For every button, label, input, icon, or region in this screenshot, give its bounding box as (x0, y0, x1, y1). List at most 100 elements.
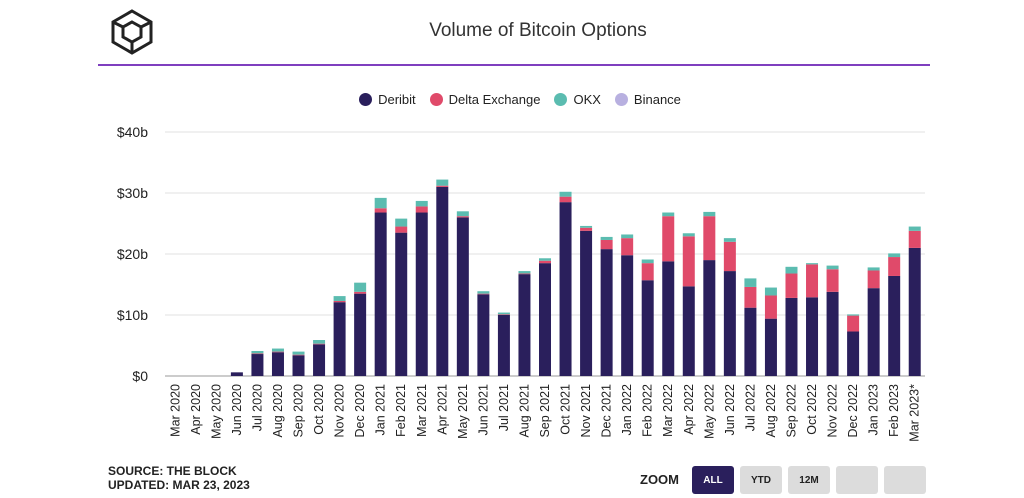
bar-deribit[interactable] (785, 297, 798, 376)
bar-delta-exchange[interactable] (436, 185, 449, 187)
bar-delta-exchange[interactable] (867, 270, 880, 289)
legend-item-binance[interactable]: Binance (614, 92, 681, 107)
bar-delta-exchange[interactable] (723, 241, 736, 272)
zoom-button-empty[interactable] (884, 466, 926, 494)
bar-okx[interactable] (641, 259, 654, 264)
bar-okx[interactable] (867, 267, 880, 271)
bar-deribit[interactable] (641, 280, 654, 376)
bar-deribit[interactable] (456, 217, 469, 376)
bar-okx[interactable] (271, 348, 284, 352)
bar-okx[interactable] (354, 282, 367, 292)
bar-okx[interactable] (600, 236, 613, 240)
bar-okx[interactable] (518, 271, 531, 274)
bar-okx[interactable] (847, 314, 860, 316)
bar-delta-exchange[interactable] (764, 295, 777, 319)
bar-okx[interactable] (580, 225, 593, 228)
bar-deribit[interactable] (621, 255, 634, 376)
bar-deribit[interactable] (600, 249, 613, 376)
bar-okx[interactable] (723, 238, 736, 242)
bar-deribit[interactable] (580, 230, 593, 376)
bar-delta-exchange[interactable] (662, 216, 675, 262)
bar-okx[interactable] (621, 234, 634, 239)
bar-deribit[interactable] (354, 293, 367, 376)
bar-okx[interactable] (374, 197, 387, 209)
bar-delta-exchange[interactable] (682, 236, 695, 287)
bar-delta-exchange[interactable] (785, 273, 798, 298)
bar-okx[interactable] (559, 191, 572, 197)
bar-okx[interactable] (908, 226, 921, 231)
bar-okx[interactable] (806, 263, 819, 265)
bar-delta-exchange[interactable] (518, 273, 531, 275)
bar-delta-exchange[interactable] (354, 291, 367, 294)
bar-deribit[interactable] (230, 372, 243, 376)
bar-okx[interactable] (662, 212, 675, 217)
bar-deribit[interactable] (682, 286, 695, 376)
bar-okx[interactable] (826, 265, 839, 270)
bar-okx[interactable] (456, 211, 469, 217)
bar-okx[interactable] (497, 312, 510, 315)
bar-delta-exchange[interactable] (271, 351, 284, 353)
bar-delta-exchange[interactable] (374, 208, 387, 213)
zoom-button-all[interactable]: ALL (692, 466, 734, 494)
bar-deribit[interactable] (703, 260, 716, 376)
bar-okx[interactable] (313, 340, 326, 344)
bar-delta-exchange[interactable] (333, 300, 346, 303)
bar-delta-exchange[interactable] (744, 286, 757, 308)
legend-item-okx[interactable]: OKX (554, 92, 601, 107)
bar-deribit[interactable] (271, 352, 284, 376)
bar-okx[interactable] (888, 253, 901, 258)
bar-delta-exchange[interactable] (847, 315, 860, 332)
bar-deribit[interactable] (374, 212, 387, 376)
bar-delta-exchange[interactable] (826, 269, 839, 292)
zoom-button-empty[interactable] (836, 466, 878, 494)
bar-delta-exchange[interactable] (600, 239, 613, 250)
bar-okx[interactable] (415, 200, 428, 207)
bar-okx[interactable] (333, 296, 346, 301)
bar-okx[interactable] (292, 351, 305, 355)
bar-deribit[interactable] (806, 297, 819, 376)
bar-delta-exchange[interactable] (621, 238, 634, 256)
legend-item-delta-exchange[interactable]: Delta Exchange (429, 92, 540, 107)
bar-delta-exchange[interactable] (641, 263, 654, 281)
bar-delta-exchange[interactable] (477, 293, 490, 295)
bar-delta-exchange[interactable] (251, 353, 264, 355)
bar-delta-exchange[interactable] (703, 216, 716, 261)
bar-okx[interactable] (744, 278, 757, 287)
bar-deribit[interactable] (518, 274, 531, 376)
bar-delta-exchange[interactable] (497, 314, 510, 315)
bar-deribit[interactable] (415, 212, 428, 376)
bar-delta-exchange[interactable] (456, 216, 469, 218)
bar-deribit[interactable] (867, 288, 880, 376)
bar-deribit[interactable] (395, 232, 408, 376)
bar-delta-exchange[interactable] (806, 264, 819, 298)
bar-okx[interactable] (764, 287, 777, 296)
bar-deribit[interactable] (292, 355, 305, 376)
bar-delta-exchange[interactable] (313, 343, 326, 345)
bar-okx[interactable] (539, 258, 551, 261)
bar-deribit[interactable] (477, 294, 490, 376)
bar-delta-exchange[interactable] (888, 257, 901, 276)
bar-delta-exchange[interactable] (908, 230, 921, 248)
bar-delta-exchange[interactable] (580, 227, 593, 231)
bar-okx[interactable] (703, 211, 716, 217)
bar-okx[interactable] (682, 233, 695, 237)
bar-deribit[interactable] (497, 315, 510, 376)
bar-deribit[interactable] (559, 202, 572, 376)
legend-item-deribit[interactable]: Deribit (359, 92, 416, 107)
bar-delta-exchange[interactable] (395, 226, 408, 233)
bar-okx[interactable] (395, 218, 408, 227)
bar-deribit[interactable] (764, 318, 777, 376)
bar-okx[interactable] (785, 266, 798, 274)
bar-deribit[interactable] (539, 263, 551, 376)
bar-deribit[interactable] (723, 271, 736, 376)
bar-delta-exchange[interactable] (559, 196, 572, 203)
bar-deribit[interactable] (847, 331, 860, 376)
bar-deribit[interactable] (888, 275, 901, 376)
bar-deribit[interactable] (436, 186, 449, 376)
bar-deribit[interactable] (662, 261, 675, 376)
bar-delta-exchange[interactable] (415, 206, 428, 213)
bar-okx[interactable] (477, 291, 490, 294)
bar-deribit[interactable] (744, 307, 757, 376)
bar-deribit[interactable] (333, 302, 346, 376)
bar-delta-exchange[interactable] (539, 260, 551, 264)
